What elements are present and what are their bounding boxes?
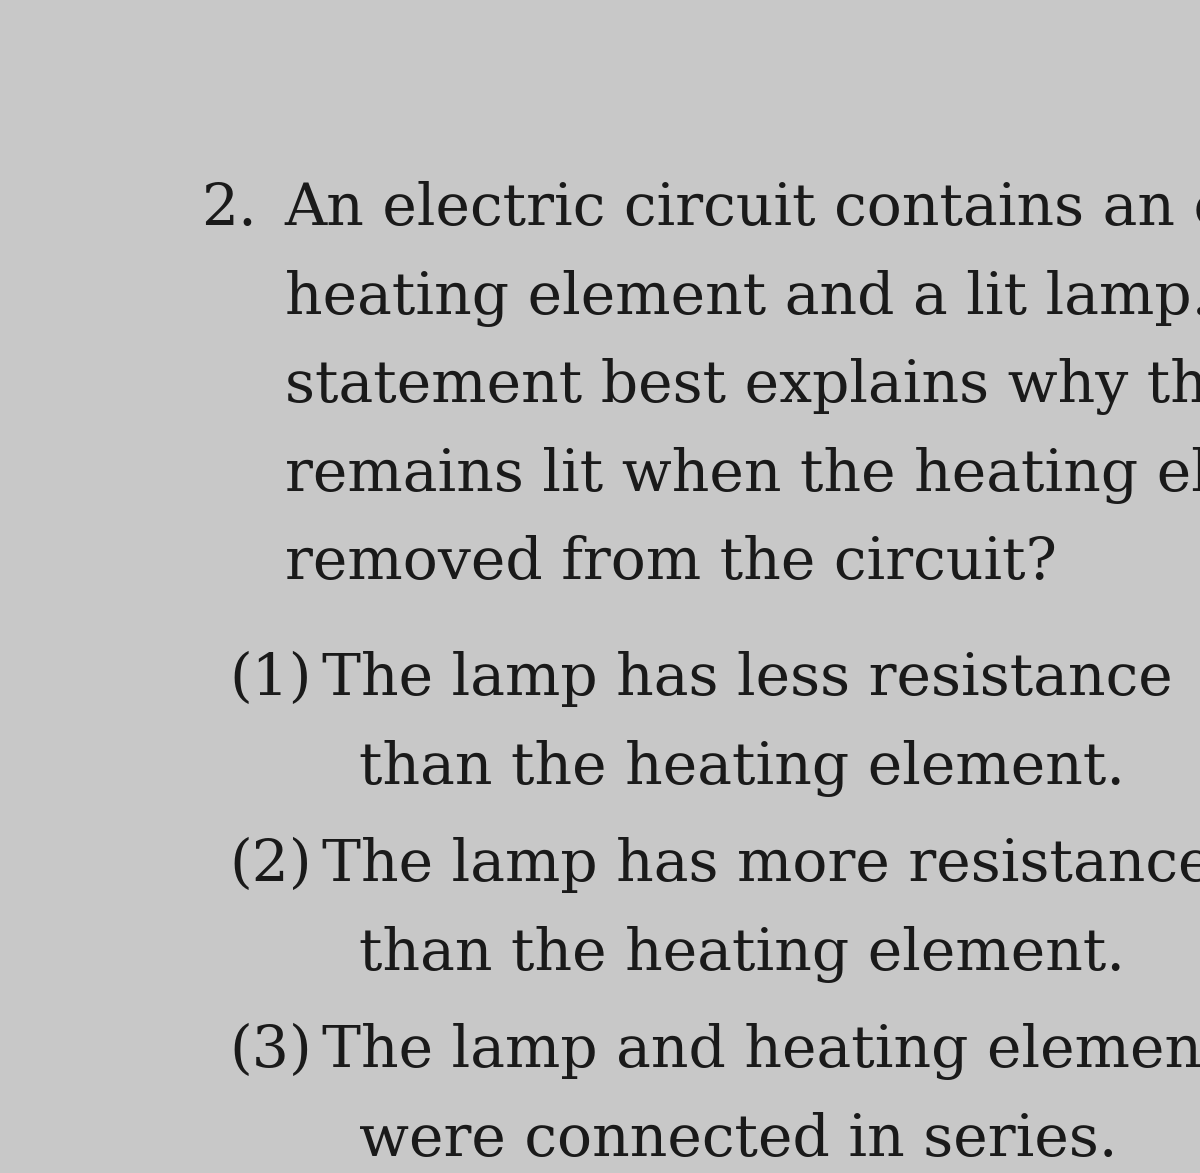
Text: The lamp and heating element: The lamp and heating element (322, 1023, 1200, 1080)
Text: (2): (2) (229, 838, 312, 893)
Text: were connected in series.: were connected in series. (359, 1112, 1117, 1167)
Text: than the heating element.: than the heating element. (359, 740, 1126, 796)
Text: 2.: 2. (202, 182, 257, 237)
Text: remains lit when the heating element is: remains lit when the heating element is (284, 447, 1200, 504)
Text: The lamp has less resistance: The lamp has less resistance (322, 651, 1172, 707)
Text: removed from the circuit?: removed from the circuit? (284, 535, 1057, 591)
Text: (3): (3) (229, 1023, 312, 1079)
Text: An electric circuit contains an operating: An electric circuit contains an operatin… (284, 182, 1200, 238)
Text: than the heating element.: than the heating element. (359, 925, 1126, 983)
Text: statement best explains why the lamp: statement best explains why the lamp (284, 359, 1200, 415)
Text: The lamp has more resistance: The lamp has more resistance (322, 838, 1200, 893)
Text: (1): (1) (229, 651, 312, 707)
Text: heating element and a lit lamp.  Which: heating element and a lit lamp. Which (284, 270, 1200, 327)
